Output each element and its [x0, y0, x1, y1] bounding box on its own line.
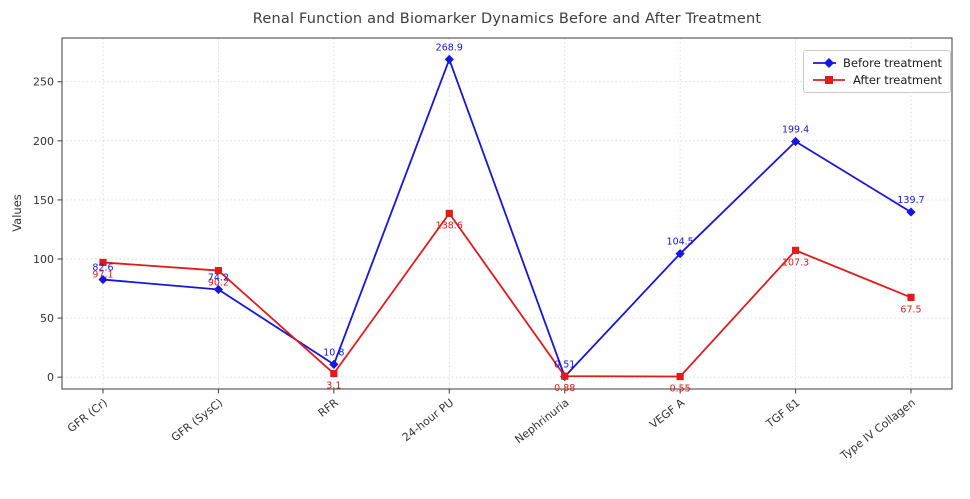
legend-line-diamond-icon	[813, 58, 837, 68]
square-marker	[330, 369, 338, 378]
legend: Before treatment After treatment	[803, 50, 951, 93]
data-label: 139.7	[897, 195, 924, 206]
diamond-marker	[213, 284, 224, 295]
square-marker	[214, 266, 223, 275]
data-label: 199.4	[782, 125, 809, 136]
diamond-marker	[790, 136, 801, 147]
data-label: 67.5	[900, 304, 921, 315]
diamond-marker	[329, 359, 339, 370]
y-tick-label: 200	[33, 135, 54, 148]
data-label: 90.2	[208, 278, 229, 289]
square-marker	[907, 293, 915, 302]
series-line-0	[102, 58, 912, 378]
x-tick-label: Nephrinuria	[512, 396, 571, 446]
x-tick-label: TGF ß1	[763, 396, 803, 431]
data-label: 97.1	[92, 269, 113, 280]
data-label: 268.9	[436, 42, 463, 53]
y-tick-label: 50	[40, 312, 54, 325]
y-tick-label: 100	[33, 253, 54, 266]
diamond-marker	[906, 207, 916, 217]
series-line-1	[102, 212, 912, 378]
square-marker	[561, 372, 569, 380]
data-label: 0.51	[554, 360, 575, 371]
legend-label-after-treatment: After treatment	[853, 73, 942, 87]
x-tick-label: VEGF A	[647, 396, 687, 431]
x-tick-label: Type IV Collagen	[837, 396, 918, 463]
data-label: 74.2	[208, 272, 229, 283]
data-label: 104.5	[667, 237, 694, 248]
data-label: 82.6	[92, 263, 113, 274]
data-label: 107.3	[782, 257, 809, 268]
diamond-marker	[675, 249, 685, 259]
square-marker	[445, 209, 453, 217]
y-axis-label: Values	[10, 194, 24, 232]
square-marker	[676, 372, 684, 381]
data-label: 0.55	[670, 384, 691, 395]
data-label: 0.88	[554, 383, 575, 394]
diamond-marker	[444, 54, 454, 64]
legend-line-square-icon	[813, 76, 845, 84]
square-marker	[791, 246, 800, 254]
legend-item-before-treatment: Before treatment	[811, 56, 942, 70]
data-label: 138.6	[436, 220, 463, 231]
y-tick-label: 250	[33, 76, 54, 89]
x-tick-label: 24-hour PU	[400, 396, 456, 444]
y-tick-label: 150	[33, 194, 54, 207]
x-tick-label: GFR (SysC)	[169, 396, 225, 444]
diamond-marker	[98, 274, 108, 285]
legend-label-before-treatment: Before treatment	[843, 56, 942, 70]
data-label: 10.8	[323, 347, 344, 358]
square-marker	[99, 258, 107, 267]
x-tick-label: GFR (Cr)	[65, 396, 110, 435]
x-tick-label: RFR	[316, 396, 341, 420]
data-label: 3.1	[326, 381, 341, 392]
chart-title: Renal Function and Biomarker Dynamics Be…	[252, 11, 762, 27]
y-tick-label: 0	[47, 371, 54, 384]
legend-item-after-treatment: After treatment	[811, 73, 942, 87]
plot-frame	[61, 37, 953, 390]
